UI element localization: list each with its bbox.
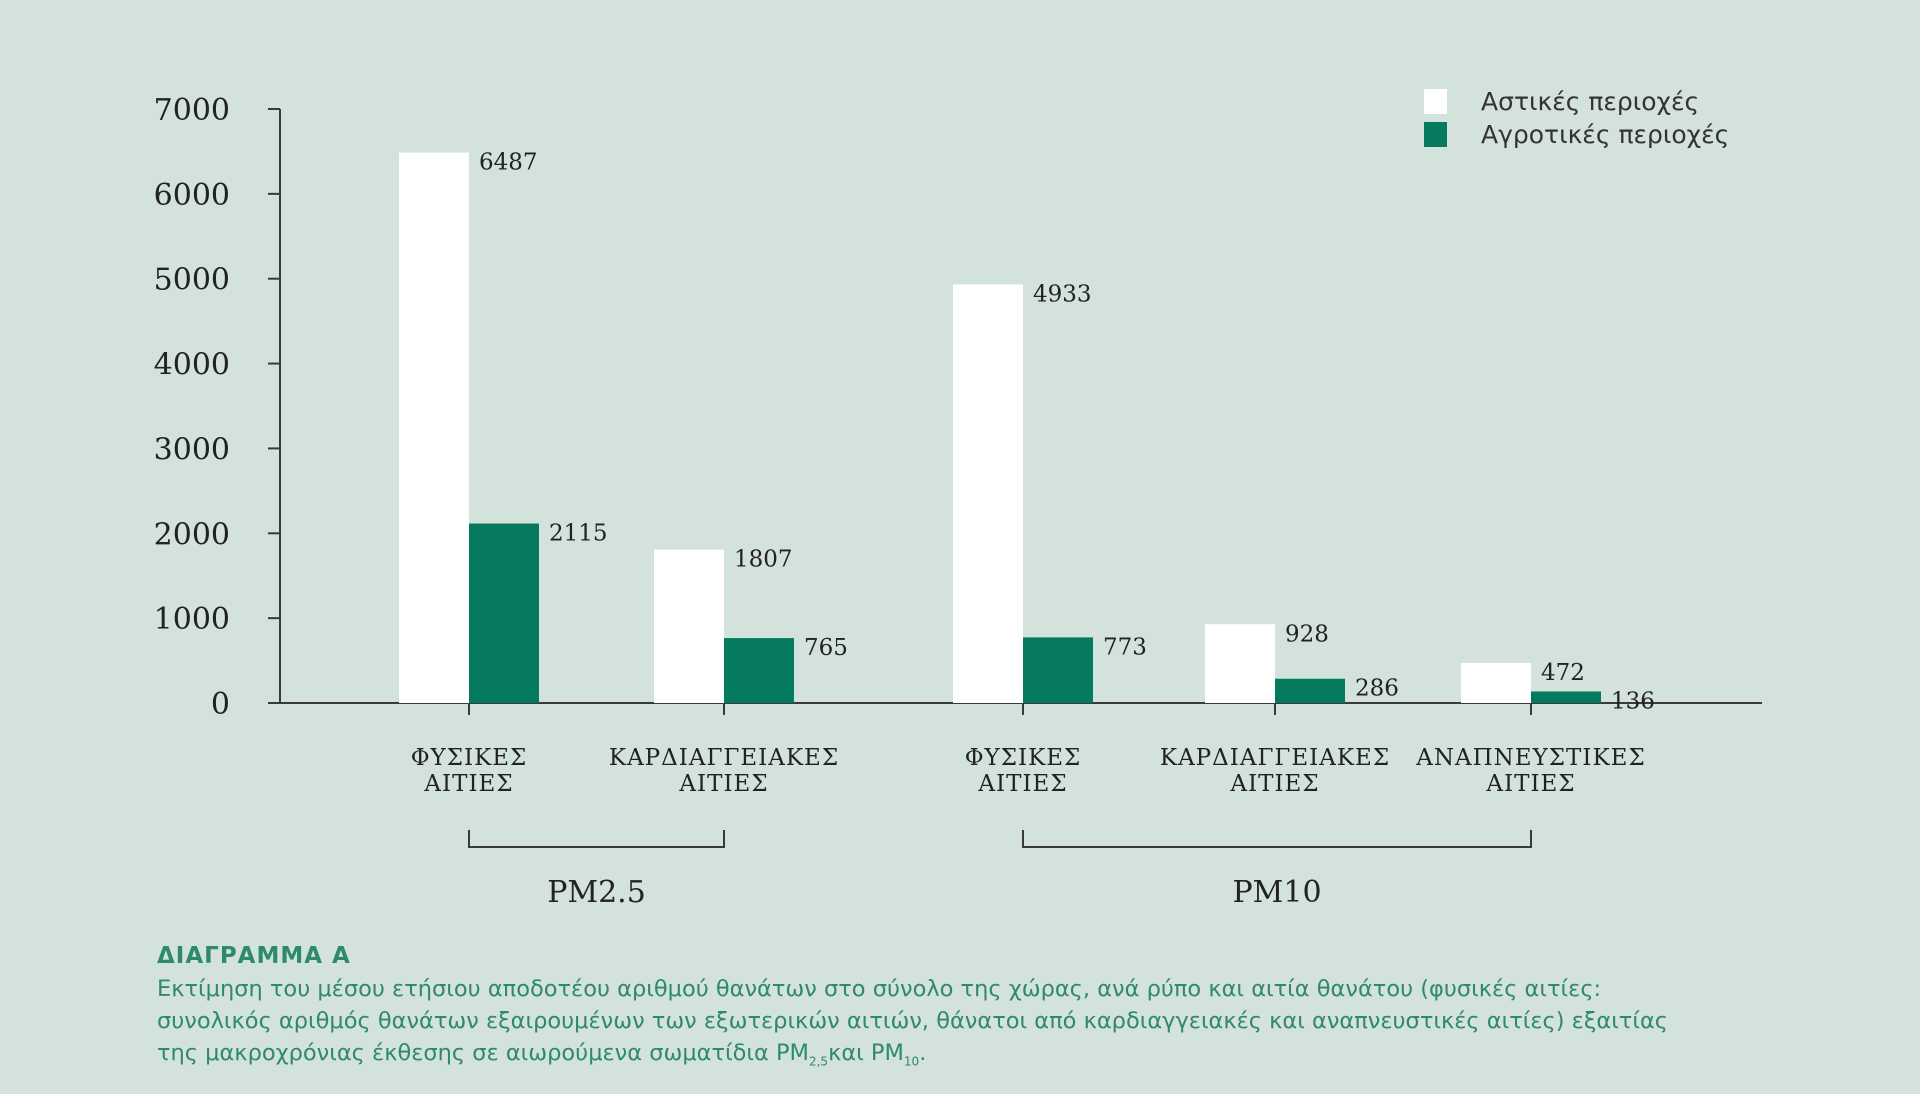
legend: Αστικές περιοχές Αγροτικές περιοχές xyxy=(1424,87,1729,149)
category-label: ΑΙΤΙΕΣ xyxy=(423,771,513,797)
data-label-rural: 773 xyxy=(1103,634,1147,660)
legend-label-urban: Αστικές περιοχές xyxy=(1481,87,1699,116)
bar-urban xyxy=(1461,662,1531,703)
y-tick-label: 1000 xyxy=(154,602,230,637)
caption-line-3-b: και PM xyxy=(828,1040,904,1066)
y-tick-label: 2000 xyxy=(154,517,230,552)
caption-line-3: της μακροχρόνιας έκθεσης σε αιωρούμενα σ… xyxy=(157,1037,1817,1078)
data-labels: 6487 2115 1807 765 4933 773 928 286 472 136 xyxy=(479,150,1655,715)
data-label-urban: 1807 xyxy=(734,547,793,573)
y-tick-label: 5000 xyxy=(154,263,230,298)
category-label: ΑΙΤΙΕΣ xyxy=(1229,771,1319,797)
y-tick-label: 6000 xyxy=(154,178,230,213)
bar-rural xyxy=(1023,637,1093,703)
legend-swatch-urban xyxy=(1424,89,1447,114)
bars xyxy=(399,152,1601,703)
group-bracket xyxy=(1022,830,1532,848)
bar-rural xyxy=(1531,691,1601,703)
group-bracket xyxy=(468,830,725,848)
data-label-rural: 136 xyxy=(1611,688,1655,714)
category-label: ΑΙΤΙΕΣ xyxy=(678,771,768,797)
data-label-urban: 472 xyxy=(1541,660,1585,686)
caption-line-3-c: . xyxy=(919,1040,927,1066)
category-label: ΚΑΡΔΙΑΓΓΕΙΑΚΕΣ xyxy=(609,745,839,771)
caption-line-2: συνολικός αριθμός θανάτων εξαιρουμένων τ… xyxy=(157,1008,1669,1034)
data-label-rural: 2115 xyxy=(549,521,608,547)
bar-rural xyxy=(724,638,794,703)
category-label: ΑΙΤΙΕΣ xyxy=(977,771,1067,797)
caption-sub-pm10: 10 xyxy=(903,1054,920,1069)
axes: 0 1000 2000 3000 4000 5000 6000 7000 xyxy=(154,93,1762,848)
category-label: ΦΥΣΙΚΕΣ xyxy=(411,745,528,771)
category-label: ΦΥΣΙΚΕΣ xyxy=(965,745,1082,771)
bar-rural xyxy=(1275,678,1345,703)
bar-rural xyxy=(469,523,539,703)
caption-line-3-a: της μακροχρόνιας έκθεσης σε αιωρούμενα σ… xyxy=(157,1040,809,1066)
data-label-urban: 928 xyxy=(1285,621,1329,647)
bar-urban xyxy=(399,152,469,703)
legend-swatch-rural xyxy=(1424,122,1447,147)
y-tick-label: 4000 xyxy=(154,348,230,383)
group-label: PM2.5 xyxy=(547,875,646,910)
caption-sub-pm25: 2,5 xyxy=(808,1054,829,1069)
y-tick-label: 0 xyxy=(211,687,230,722)
data-label-urban: 4933 xyxy=(1033,281,1092,307)
legend-label-rural: Αγροτικές περιοχές xyxy=(1481,120,1729,149)
bar-urban xyxy=(953,284,1023,703)
category-label: ΚΑΡΔΙΑΓΓΕΙΑΚΕΣ xyxy=(1160,745,1390,771)
category-labels: ΦΥΣΙΚΕΣΑΙΤΙΕΣΚΑΡΔΙΑΓΓΕΙΑΚΕΣΑΙΤΙΕΣΦΥΣΙΚΕΣ… xyxy=(411,745,1645,910)
bar-chart: 0 1000 2000 3000 4000 5000 6000 7000 6487 2115 18… xyxy=(154,87,1762,910)
caption-text: Εκτίμηση του μέσου ετήσιου αποδοτέου αρι… xyxy=(157,973,1817,1078)
category-label: ΑΙΤΙΕΣ xyxy=(1485,771,1575,797)
data-label-urban: 6487 xyxy=(479,150,538,176)
y-tick-label: 7000 xyxy=(154,93,230,128)
caption-title: ΔΙΑΓΡΑΜΜΑ Α xyxy=(157,943,351,969)
caption-line-1: Εκτίμηση του μέσου ετήσιου αποδοτέου αρι… xyxy=(157,976,1602,1002)
figure-caption: ΔΙΑΓΡΑΜΜΑ Α Εκτίμηση του μέσου ετήσιου α… xyxy=(157,943,1817,1078)
bar-urban xyxy=(1205,624,1275,703)
data-label-rural: 765 xyxy=(804,635,848,661)
data-label-rural: 286 xyxy=(1355,676,1399,702)
y-tick-label: 3000 xyxy=(154,432,230,467)
category-label: ΑΝΑΠΝΕΥΣΤΙΚΕΣ xyxy=(1415,745,1645,771)
bar-urban xyxy=(654,549,724,703)
group-label: PM10 xyxy=(1232,875,1321,910)
